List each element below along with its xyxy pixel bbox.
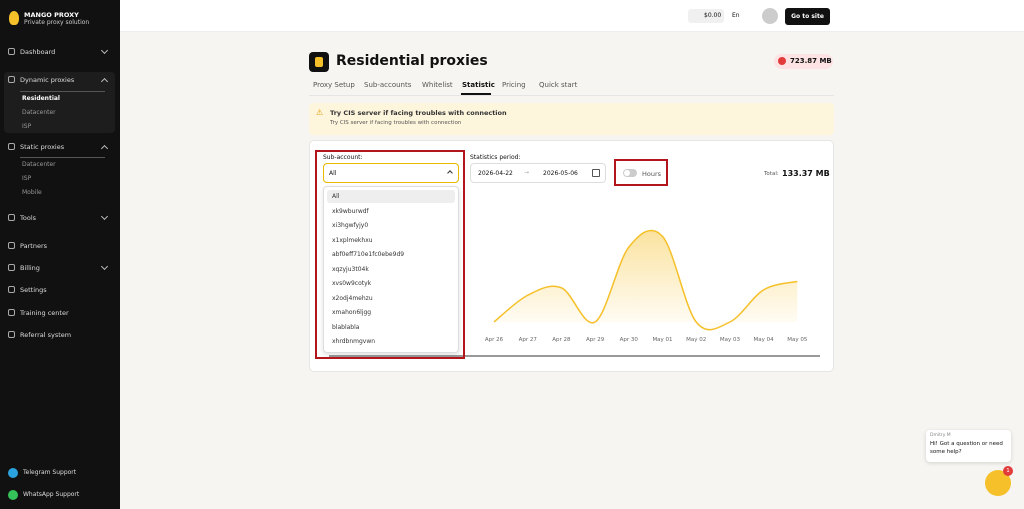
balance[interactable]: $0.00 (704, 12, 722, 19)
highlight-box (315, 150, 465, 359)
x-tick-label: Apr 26 (485, 337, 504, 343)
sidebar: MANGO PROXY Private proxy solution Dashb… (0, 0, 120, 509)
dropdown-option[interactable]: xqzyju3t04k (332, 265, 369, 273)
x-tick-label: May 03 (720, 337, 741, 343)
dropdown-option[interactable]: xk9wburwdf (332, 207, 369, 215)
date-range[interactable] (470, 163, 606, 183)
product-icon (309, 52, 329, 72)
x-tick-label: May 04 (754, 337, 775, 343)
brand: MANGO PROXY (24, 11, 79, 19)
total: 133.37 MB (782, 169, 830, 178)
avatar[interactable] (762, 8, 778, 24)
tab[interactable]: Whitelist (422, 81, 453, 89)
traffic-badge (774, 54, 833, 69)
menu-chevron (100, 212, 109, 221)
hours-label: Hours (642, 170, 662, 178)
menu-item[interactable]: Settings (8, 285, 47, 295)
chat-badge: 1 (1003, 466, 1013, 476)
calendar-icon (592, 169, 600, 177)
hours-toggle[interactable] (623, 169, 637, 177)
x-tick-label: Apr 28 (552, 337, 571, 343)
divider (20, 91, 105, 92)
support-link[interactable]: Telegram Support (23, 469, 77, 476)
x-tick-label: Apr 30 (620, 337, 639, 343)
dropdown-option[interactable]: abf0eff710e1fc0ebe9d9 (332, 251, 405, 258)
chat-bubble (926, 430, 1011, 462)
x-tick-label: Apr 29 (586, 337, 605, 343)
submenu-item[interactable]: Residential (22, 95, 60, 102)
go-to-site-button[interactable]: Go to site (785, 8, 830, 25)
menu-chevron (100, 144, 109, 153)
chart: Apr 26 Apr 27 Apr 28 Apr 29 Apr 30 May 01 May … (329, 229, 820, 357)
support-icon (8, 490, 18, 500)
support-icon (8, 468, 18, 478)
date-to: 2026-05-06 (543, 170, 578, 177)
alert-title: Try CIS server if facing troubles with c… (330, 109, 507, 117)
dropdown-option[interactable]: x1xplmekhxu (332, 236, 373, 244)
page-title: Residential proxies (336, 53, 488, 69)
tagline: Private proxy solution (24, 19, 90, 26)
tab[interactable]: Pricing (502, 81, 526, 89)
submenu-item[interactable]: Datacenter (22, 161, 56, 168)
area (494, 230, 798, 330)
balance-chip (688, 9, 724, 23)
menu-item[interactable]: Static proxies (8, 142, 64, 152)
dropdown-option[interactable]: xi3hgwfyjy0 (332, 222, 369, 229)
total-label: Total: (764, 171, 779, 177)
dropdown (323, 186, 459, 353)
arrow: → (524, 169, 530, 176)
dropdown-option[interactable]: xmahon6ljgg (332, 309, 372, 316)
chat-agent: Dmitry M (930, 433, 951, 438)
support-link[interactable]: WhatsApp Support (23, 491, 80, 498)
active-group (4, 72, 115, 133)
tab[interactable]: Statistic (462, 81, 495, 89)
chat-message: Hi! Got a question or need some help? (930, 441, 1003, 455)
dropdown-option[interactable]: x2odj4mehzu (332, 294, 373, 302)
dropdown-option[interactable]: All (327, 190, 455, 203)
alert-text: Try CIS server if facing troubles with c… (330, 120, 462, 126)
x-tick-label: May 01 (652, 337, 672, 343)
tab[interactable]: Sub-accounts (364, 81, 412, 89)
subaccount-label: Sub-account: (323, 154, 363, 161)
topbar: $0.00 En Go to site (120, 0, 1024, 32)
language[interactable]: En (732, 12, 740, 19)
logo (9, 11, 19, 25)
subaccount-value: All (329, 170, 337, 177)
menu-item[interactable]: Partners (8, 241, 47, 251)
x-tick-label: May 02 (686, 337, 706, 343)
tab[interactable]: Quick start (539, 81, 578, 89)
subaccount-select[interactable] (323, 163, 459, 183)
submenu-item[interactable]: Mobile (22, 189, 42, 196)
menu-item[interactable]: Dashboard (8, 47, 55, 57)
tab-underline (461, 93, 491, 95)
period-label: Statistics period: (470, 154, 521, 161)
menu-item[interactable]: Referral system (8, 330, 71, 340)
tab[interactable]: Proxy Setup (313, 81, 355, 89)
alert (309, 103, 834, 135)
x-tick-label: Apr 27 (519, 337, 538, 343)
line (493, 229, 798, 331)
menu-item[interactable]: Training center (8, 308, 69, 318)
date-from: 2026-04-22 (478, 170, 513, 177)
menu-item[interactable]: Tools (8, 213, 36, 223)
dropdown-option[interactable]: xhrdbnmgvwn (332, 338, 376, 345)
divider (20, 157, 105, 158)
submenu-item[interactable]: ISP (22, 123, 32, 130)
menu-item[interactable]: Dynamic proxies (8, 75, 74, 85)
alert-icon: ⚠ (316, 108, 324, 117)
menu-chevron (100, 262, 109, 271)
submenu-item[interactable]: ISP (22, 175, 32, 182)
tabs-divider (309, 95, 834, 96)
menu-item[interactable]: Billing (8, 263, 40, 273)
highlight-box (614, 159, 668, 186)
menu-chevron (100, 46, 109, 55)
dropdown-option[interactable]: xvs0w9cotyk (332, 280, 372, 287)
x-tick-label: May 05 (787, 337, 808, 343)
submenu-item[interactable]: Datacenter (22, 109, 56, 116)
dropdown-option[interactable]: blablabla (332, 323, 360, 331)
traffic: 723.87 MB (790, 57, 832, 65)
